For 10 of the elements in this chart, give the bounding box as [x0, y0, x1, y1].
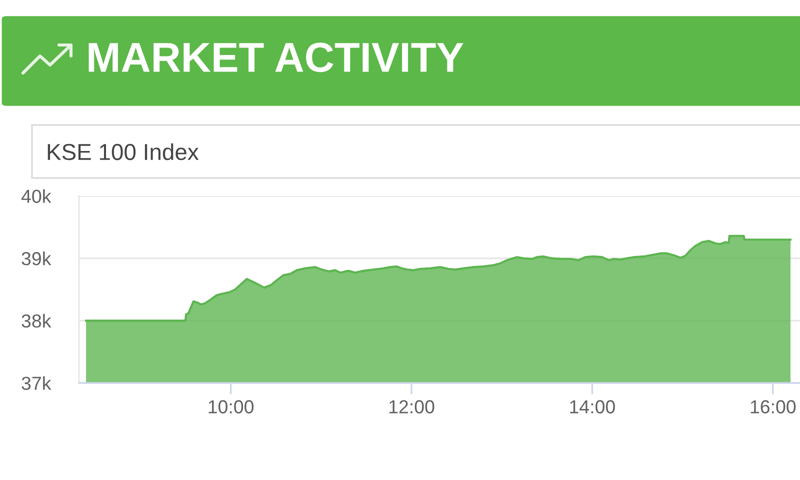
x-tick-label: 16:00: [750, 400, 796, 414]
y-tick-label: 37k: [22, 376, 52, 390]
x-tick-label: 12:00: [389, 400, 434, 414]
y-tick-label: 38k: [22, 314, 52, 328]
chart-subtitle: KSE 100 Index: [48, 143, 199, 160]
x-tick-label: 14:00: [570, 400, 615, 414]
y-tick-label: 40k: [21, 189, 52, 203]
y-tick-label: 39k: [22, 252, 52, 266]
chart-title: MARKET ACTIVITY: [88, 42, 464, 72]
x-tick-label: 10:00: [208, 400, 254, 414]
